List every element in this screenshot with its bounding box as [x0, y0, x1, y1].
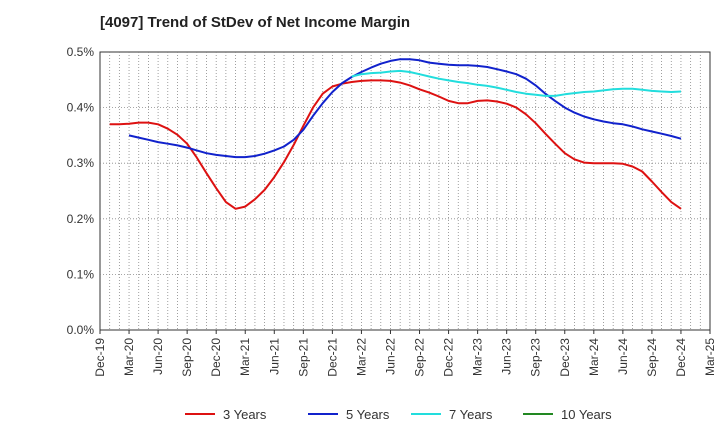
x-axis: Dec-19 Mar-20 Jun-20 Sep-20 Dec-20 Mar-21 Jun-…	[93, 330, 717, 377]
x-tick-label: Mar-24	[587, 338, 601, 376]
x-tick-label: Dec-22	[442, 338, 456, 377]
x-tick-label: Sep-23	[529, 338, 543, 377]
series-line-7-years	[351, 69, 682, 97]
x-tick-label: Jun-22	[383, 338, 397, 375]
legend-label: 7 Years	[449, 407, 493, 422]
series-line-3-years	[109, 79, 682, 210]
x-tick-label: Mar-22	[354, 338, 368, 376]
x-tick-label: Mar-23	[471, 338, 485, 376]
x-tick-label: Jun-24	[616, 338, 630, 375]
series-lines	[109, 58, 682, 210]
chart-title: [4097] Trend of StDev of Net Income Marg…	[100, 14, 411, 31]
x-tick-label: Sep-24	[645, 338, 659, 377]
plot-area	[99, 51, 711, 331]
x-tick-label: Dec-20	[209, 338, 223, 377]
x-tick-label: Mar-21	[238, 338, 252, 376]
x-tick-label: Mar-20	[122, 338, 136, 376]
x-tick-label: Sep-22	[413, 338, 427, 377]
y-axis: 0.0% 0.1% 0.2% 0.3% 0.4% 0.5%	[67, 45, 95, 337]
series-line-5-years	[128, 58, 682, 159]
x-tick-label: Dec-24	[674, 338, 688, 377]
x-tick-label: Jun-23	[500, 338, 514, 375]
x-tick-label: Jun-21	[267, 338, 281, 375]
y-tick-label: 0.3%	[67, 156, 95, 170]
x-tick-label: Dec-19	[93, 338, 107, 377]
x-tick-label: Dec-23	[558, 338, 572, 377]
y-tick-label: 0.5%	[67, 45, 95, 59]
x-tick-label: Sep-21	[296, 338, 310, 377]
y-tick-label: 0.2%	[67, 212, 95, 226]
x-tick-label: Jun-20	[151, 338, 165, 375]
legend-label: 5 Years	[346, 407, 390, 422]
y-tick-label: 0.4%	[67, 101, 95, 115]
x-tick-label: Sep-20	[180, 338, 194, 377]
x-tick-label: Mar-25	[703, 338, 717, 376]
legend-label: 10 Years	[561, 407, 612, 422]
legend: 3 Years 5 Years 7 Years 10 Years	[185, 407, 612, 422]
y-tick-label: 0.1%	[67, 267, 95, 281]
x-tick-label: Dec-21	[325, 338, 339, 377]
legend-label: 3 Years	[223, 407, 267, 422]
y-tick-label: 0.0%	[67, 323, 95, 337]
